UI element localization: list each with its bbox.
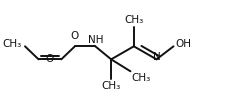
Text: CH₃: CH₃ — [102, 81, 121, 91]
Text: CH₃: CH₃ — [132, 73, 151, 83]
Text: O: O — [71, 31, 79, 41]
Text: O: O — [45, 54, 54, 64]
Text: NH: NH — [88, 35, 103, 45]
Text: OH: OH — [176, 39, 192, 49]
Text: N: N — [153, 51, 160, 61]
Text: CH₃: CH₃ — [124, 15, 144, 25]
Text: CH₃: CH₃ — [2, 39, 22, 49]
